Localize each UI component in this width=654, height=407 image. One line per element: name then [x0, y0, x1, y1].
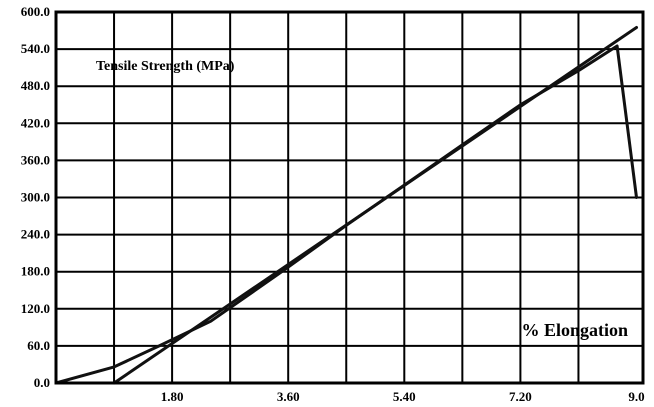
x-tick-label: 7.20: [509, 389, 532, 404]
y-tick-label: 600.0: [21, 4, 50, 19]
y-tick-label: 60.0: [27, 338, 50, 353]
x-axis-label: % Elongation: [521, 320, 628, 340]
y-tick-label: 540.0: [21, 41, 50, 56]
y-tick-label: 300.0: [21, 190, 50, 205]
plot-frame: [54, 10, 645, 385]
series-layer: [54, 26, 638, 385]
y-tick-label: 420.0: [21, 115, 50, 130]
y-tick-label: 180.0: [21, 264, 50, 279]
x-tick-label: 1.80: [161, 389, 184, 404]
x-tick-label: 3.60: [277, 389, 300, 404]
y-tick-label: 0.0: [34, 375, 50, 390]
y-axis-ticks: 0.0 60.0 120.0 180.0 240.0 300.0 360.0 420.0 480…: [21, 4, 50, 390]
grid: [56, 12, 643, 383]
series-line-2: [112, 26, 638, 385]
x-tick-label: 5.40: [393, 389, 416, 404]
x-tick-label: 9.0: [628, 389, 644, 404]
x-axis-ticks: 1.80 3.60 5.40 7.20 9.0: [161, 389, 645, 404]
y-tick-label: 240.0: [21, 227, 50, 242]
y-tick-label: 120.0: [21, 301, 50, 316]
y-tick-label: 360.0: [21, 152, 50, 167]
y-axis-label: Tensile Strength (MPa): [96, 59, 235, 74]
y-tick-label: 480.0: [21, 78, 50, 93]
